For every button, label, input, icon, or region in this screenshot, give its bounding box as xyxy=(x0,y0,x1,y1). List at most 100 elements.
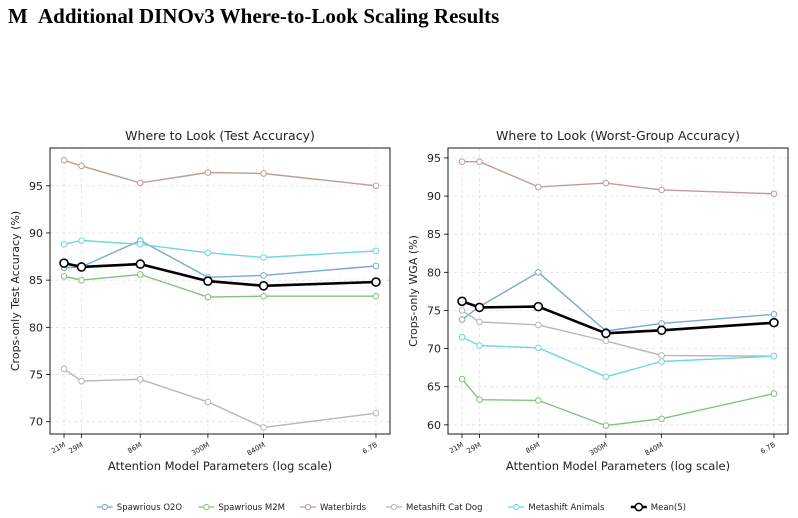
x-tick-label: 840M xyxy=(246,441,267,458)
data-point-metashift-animals xyxy=(78,237,85,244)
legend-marker-metashift-animals xyxy=(513,503,520,511)
y-tick-label: 90 xyxy=(427,190,441,203)
y-tick-label: 95 xyxy=(427,152,441,165)
data-point-waterbirds xyxy=(770,190,778,198)
data-point-spawrious-m2m xyxy=(770,390,778,397)
x-tick-label: 86M xyxy=(126,441,143,455)
y-tick-label: 95 xyxy=(29,180,43,193)
data-point-spawrious-m2m xyxy=(602,422,610,429)
data-point-spawrious-m2m xyxy=(372,292,380,300)
data-point-mean-5 xyxy=(371,277,381,287)
legend-marker-waterbirds xyxy=(304,503,312,511)
legend-label-spawrious-m2m: Spawrious M2M xyxy=(218,503,285,513)
chart-title: Where to Look (Worst-Group Accuracy) xyxy=(496,128,740,143)
data-point-waterbirds xyxy=(602,179,610,187)
data-point-spawrious-m2m xyxy=(535,397,542,404)
x-tick-label: 29M xyxy=(466,441,483,455)
data-point-mean-5 xyxy=(76,262,87,272)
y-tick-label: 85 xyxy=(427,228,441,241)
data-point-waterbirds xyxy=(535,183,542,191)
x-tick-label: 21M xyxy=(50,441,67,455)
data-point-metashift-animals xyxy=(204,249,212,257)
data-point-spawrious-m2m xyxy=(260,292,267,300)
y-tick-label: 75 xyxy=(427,304,441,317)
data-point-metashift-animals xyxy=(458,333,466,341)
data-point-spawrious-m2m xyxy=(204,293,212,301)
data-point-spawrious-o2o xyxy=(260,272,267,279)
data-point-mean-5 xyxy=(769,317,779,328)
data-point-metashift-cat-dog xyxy=(535,321,542,329)
data-point-mean-5 xyxy=(656,325,667,336)
data-point-mean-5 xyxy=(59,258,69,268)
series-line-spawrious-o2o xyxy=(461,271,775,332)
x-axis-label: Attention Model Parameters (log scale) xyxy=(108,459,332,473)
data-point-waterbirds xyxy=(260,170,267,177)
section-heading: M Additional DINOv3 Where-to-Look Scaling… xyxy=(8,4,499,29)
data-point-waterbirds xyxy=(476,158,483,166)
data-point-metashift-animals xyxy=(137,240,144,248)
data-point-metashift-animals xyxy=(372,247,380,255)
series-line-spawrious-m2m xyxy=(63,273,376,298)
data-point-spawrious-o2o xyxy=(658,320,665,327)
data-point-spawrious-m2m xyxy=(658,415,665,423)
data-point-spawrious-o2o xyxy=(372,262,380,270)
data-point-spawrious-m2m xyxy=(60,273,68,280)
data-point-mean-5 xyxy=(457,296,467,307)
y-axis-label: Crops-only Test Accuracy (%) xyxy=(9,211,22,371)
chart-left: 70 75 80 85 90 95 21M 29M 86M 300M 840M 6.7B Where t… xyxy=(9,128,391,473)
y-tick-label: 60 xyxy=(427,419,441,432)
x-tick-label: 840M xyxy=(644,441,665,458)
data-point-spawrious-m2m xyxy=(458,375,466,383)
x-tick-label: 21M xyxy=(448,441,465,455)
series-line-waterbirds xyxy=(462,160,775,195)
x-tick-label: 300M xyxy=(588,441,609,458)
x-tick-label: 300M xyxy=(190,441,211,458)
data-point-waterbirds xyxy=(372,182,380,190)
data-point-mean-5 xyxy=(474,302,485,313)
legend-marker-mean-5 xyxy=(634,502,644,512)
legend-label-metashift-animals: Metashift Animals xyxy=(528,503,605,513)
data-point-waterbirds xyxy=(137,179,144,187)
data-point-mean-5 xyxy=(258,281,269,291)
x-tick-label: 29M xyxy=(68,441,85,455)
data-point-metashift-cat-dog xyxy=(137,375,144,383)
chart-right: 60 65 70 75 80 85 90 95 21M 29M 86M 300M 840M 6.7B Whe… xyxy=(407,128,789,473)
data-point-metashift-cat-dog xyxy=(458,307,466,314)
y-tick-label: 90 xyxy=(29,227,43,240)
data-point-metashift-animals xyxy=(770,352,778,360)
x-axis-label: Attention Model Parameters (log scale) xyxy=(506,459,730,473)
data-point-metashift-cat-dog xyxy=(372,409,380,417)
chart-title: Where to Look (Test Accuracy) xyxy=(125,128,315,143)
x-tick-label: 6.7B xyxy=(759,441,777,456)
data-point-metashift-cat-dog xyxy=(260,424,267,431)
series-line-spawrious-o2o xyxy=(63,239,377,278)
series-line-mean-5 xyxy=(461,300,775,335)
data-point-waterbirds xyxy=(78,162,85,170)
data-point-mean-5 xyxy=(533,301,544,312)
data-point-mean-5 xyxy=(203,276,213,286)
y-tick-label: 70 xyxy=(29,416,43,429)
data-point-metashift-animals xyxy=(260,254,267,261)
data-point-metashift-animals xyxy=(476,342,483,349)
series-line-metashift-animals xyxy=(461,336,775,378)
data-point-metashift-animals xyxy=(658,358,665,365)
y-tick-label: 65 xyxy=(427,381,441,394)
data-point-spawrious-m2m xyxy=(78,276,85,284)
legend-label-spawrious-o2o: Spawrious O2O xyxy=(117,503,183,513)
data-point-metashift-cat-dog xyxy=(602,337,610,345)
x-tick-label: 6.7B xyxy=(361,441,379,456)
x-tick-label: 86M xyxy=(524,441,541,455)
data-point-metashift-cat-dog xyxy=(204,398,212,406)
legend: Spawrious O2O Spawrious M2M Waterbirds Meta… xyxy=(96,502,686,513)
data-point-spawrious-o2o xyxy=(770,310,778,318)
section-title: Additional DINOv3 Where-to-Look Scaling … xyxy=(38,4,500,28)
data-point-waterbirds xyxy=(458,158,466,166)
y-tick-label: 80 xyxy=(427,266,441,279)
y-tick-label: 85 xyxy=(29,274,43,287)
data-point-metashift-animals xyxy=(535,344,542,352)
series-line-spawrious-m2m xyxy=(461,378,775,427)
series-line-metashift-cat-dog xyxy=(461,309,775,357)
legend-marker-spawrious-o2o xyxy=(101,503,108,511)
data-point-metashift-animals xyxy=(60,240,68,248)
data-point-waterbirds xyxy=(60,156,68,164)
